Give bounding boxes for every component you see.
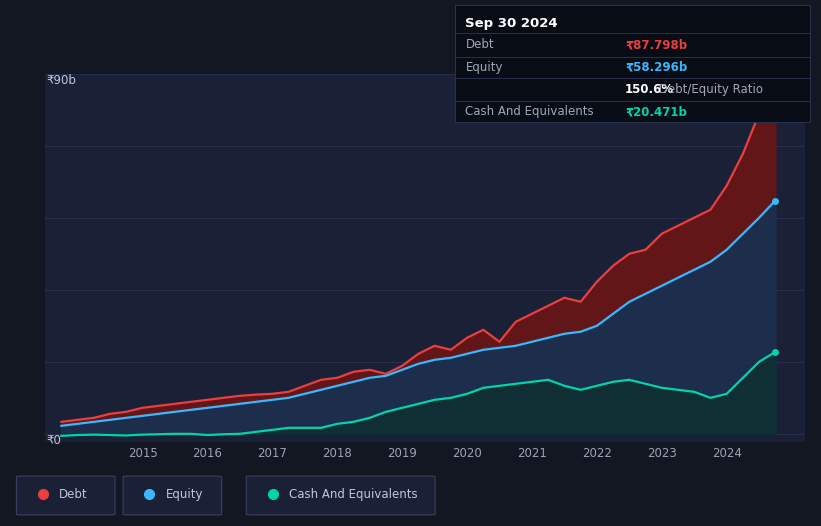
- Text: ₹90b: ₹90b: [47, 74, 76, 87]
- Text: ₹87.798b: ₹87.798b: [625, 38, 687, 52]
- Text: ₹0: ₹0: [47, 434, 62, 447]
- Text: ₹58.296b: ₹58.296b: [625, 60, 687, 74]
- Text: Debt: Debt: [59, 488, 88, 501]
- Text: Cash And Equivalents: Cash And Equivalents: [466, 105, 594, 118]
- Text: Debt/Equity Ratio: Debt/Equity Ratio: [655, 83, 764, 96]
- Text: Sep 30 2024: Sep 30 2024: [466, 17, 558, 30]
- FancyBboxPatch shape: [16, 476, 115, 515]
- Text: ₹20.471b: ₹20.471b: [625, 105, 687, 118]
- Text: 150.6%: 150.6%: [625, 83, 674, 96]
- FancyBboxPatch shape: [246, 476, 435, 515]
- Text: Cash And Equivalents: Cash And Equivalents: [289, 488, 418, 501]
- Text: Equity: Equity: [466, 60, 503, 74]
- FancyBboxPatch shape: [123, 476, 222, 515]
- Text: Debt: Debt: [466, 38, 494, 52]
- Text: Equity: Equity: [166, 488, 204, 501]
